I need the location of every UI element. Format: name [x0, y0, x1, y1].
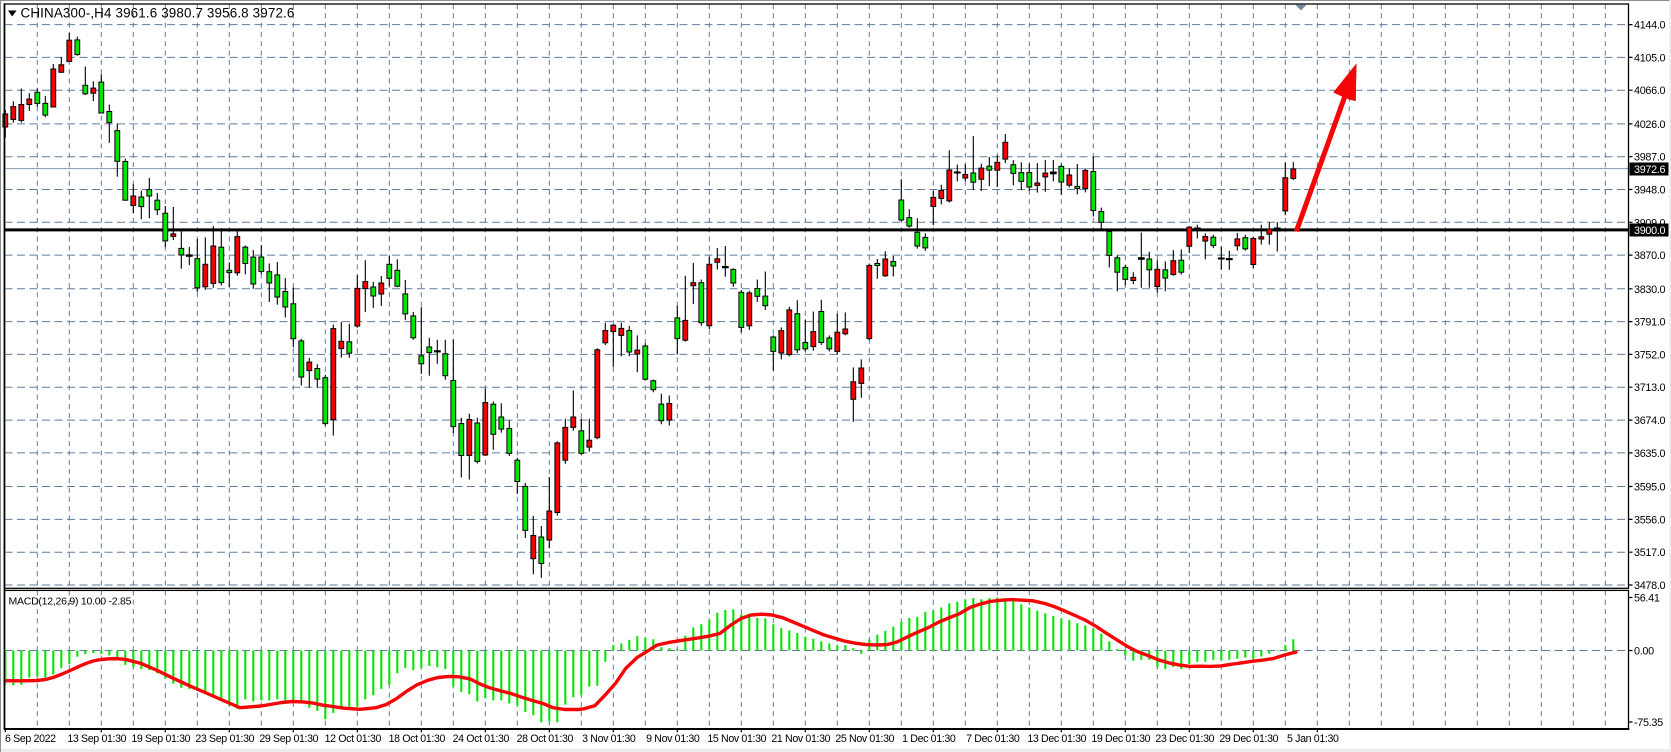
svg-text:3948.0: 3948.0: [1634, 185, 1666, 197]
svg-text:15 Nov 01:30: 15 Nov 01:30: [707, 733, 766, 745]
svg-text:29 Dec 01:30: 29 Dec 01:30: [1219, 733, 1278, 745]
svg-text:MACD(12,26,9) 10.00 -2.85: MACD(12,26,9) 10.00 -2.85: [9, 596, 132, 608]
svg-text:3900.0: 3900.0: [1634, 225, 1666, 237]
svg-text:9 Nov 01:30: 9 Nov 01:30: [646, 733, 700, 745]
svg-text:4066.0: 4066.0: [1634, 85, 1666, 97]
svg-text:28 Oct 01:30: 28 Oct 01:30: [517, 733, 574, 745]
svg-text:3635.0: 3635.0: [1634, 448, 1666, 460]
svg-text:3713.0: 3713.0: [1634, 382, 1666, 394]
svg-text:4026.0: 4026.0: [1634, 119, 1666, 131]
svg-text:3556.0: 3556.0: [1634, 514, 1666, 526]
svg-text:3972.6: 3972.6: [1634, 164, 1666, 176]
svg-text:13 Dec 01:30: 13 Dec 01:30: [1027, 733, 1086, 745]
svg-text:7 Dec 01:30: 7 Dec 01:30: [966, 733, 1020, 745]
svg-text:25 Nov 01:30: 25 Nov 01:30: [835, 733, 894, 745]
svg-text:4144.0: 4144.0: [1634, 20, 1666, 32]
svg-text:23 Sep 01:30: 23 Sep 01:30: [195, 733, 254, 745]
svg-text:29 Sep 01:30: 29 Sep 01:30: [259, 733, 318, 745]
svg-text:12 Oct 01:30: 12 Oct 01:30: [325, 733, 382, 745]
svg-text:56.41: 56.41: [1634, 593, 1660, 605]
svg-text:6 Sep 2022: 6 Sep 2022: [5, 733, 56, 745]
svg-text:1 Dec 01:30: 1 Dec 01:30: [902, 733, 956, 745]
svg-text:-75.35: -75.35: [1634, 717, 1663, 729]
svg-text:3 Nov 01:30: 3 Nov 01:30: [582, 733, 636, 745]
svg-text:24 Oct 01:30: 24 Oct 01:30: [453, 733, 510, 745]
svg-text:19 Dec 01:30: 19 Dec 01:30: [1091, 733, 1150, 745]
svg-text:21 Nov 01:30: 21 Nov 01:30: [771, 733, 830, 745]
svg-text:3830.0: 3830.0: [1634, 284, 1666, 296]
svg-text:13 Sep 01:30: 13 Sep 01:30: [67, 733, 126, 745]
svg-text:19 Sep 01:30: 19 Sep 01:30: [131, 733, 190, 745]
svg-text:18 Oct 01:30: 18 Oct 01:30: [389, 733, 446, 745]
svg-text:3517.0: 3517.0: [1634, 547, 1666, 559]
svg-text:3870.0: 3870.0: [1634, 250, 1666, 262]
svg-text:3595.0: 3595.0: [1634, 482, 1666, 494]
svg-text:4105.0: 4105.0: [1634, 52, 1666, 64]
svg-text:3674.0: 3674.0: [1634, 415, 1666, 427]
svg-text:23 Dec 01:30: 23 Dec 01:30: [1155, 733, 1214, 745]
svg-text:3791.0: 3791.0: [1634, 317, 1666, 329]
svg-text:3987.0: 3987.0: [1634, 152, 1666, 164]
svg-text:5 Jan 01:30: 5 Jan 01:30: [1287, 733, 1339, 745]
svg-text:3478.0: 3478.0: [1634, 580, 1666, 592]
svg-text:CHINA300-,H4 3961.6 3980.7 39: CHINA300-,H4 3961.6 3980.7 3956.8 3972.6: [21, 6, 295, 21]
svg-text:3752.0: 3752.0: [1634, 349, 1666, 361]
svg-text:0.00: 0.00: [1634, 646, 1654, 658]
